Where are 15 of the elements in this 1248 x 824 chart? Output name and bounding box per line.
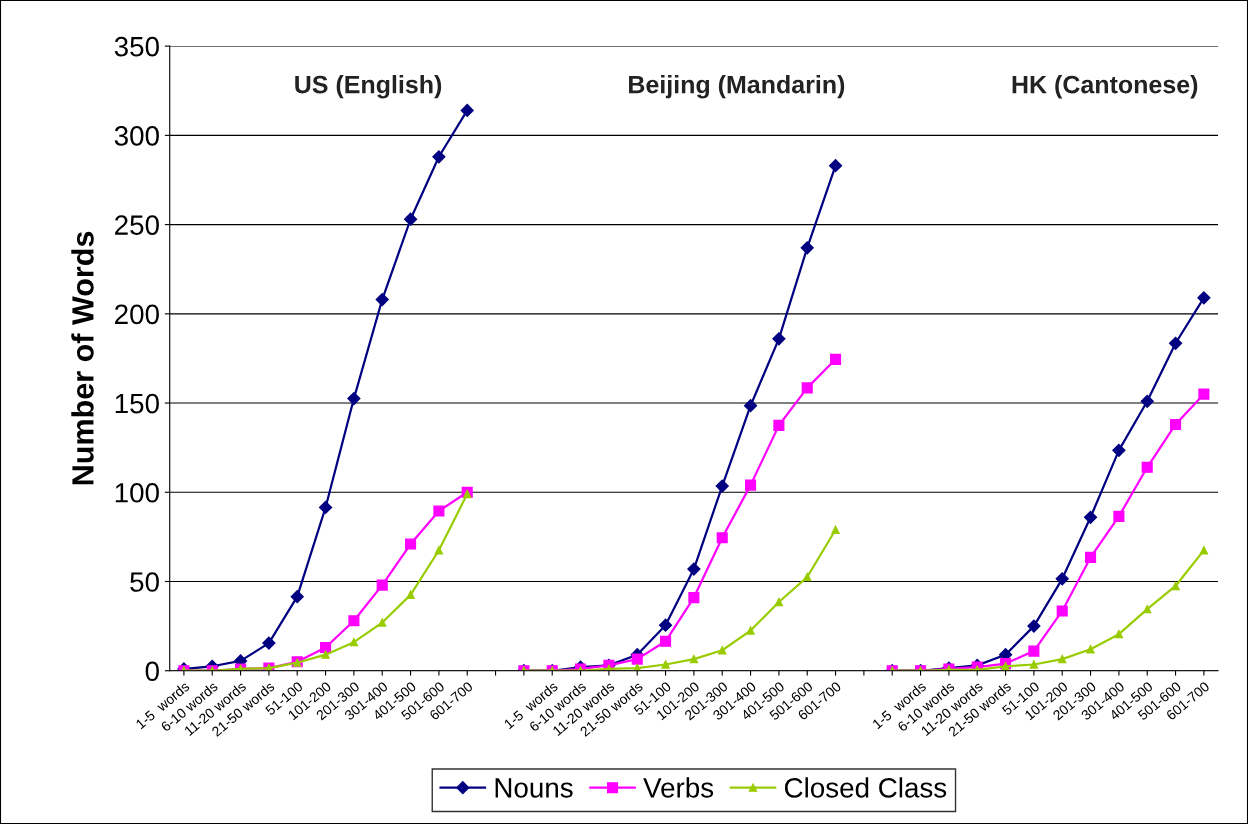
legend-label: Closed Class <box>784 777 947 798</box>
y-tick-label: 50 <box>130 572 159 592</box>
y-tick-label: 350 <box>114 36 159 57</box>
annotation: US (English) <box>295 75 442 99</box>
y-tick-label: 0 <box>145 661 159 682</box>
y-tick-label: 150 <box>115 393 159 414</box>
y-tick-label: 250 <box>115 215 159 235</box>
annotation: HK (Cantonese) <box>1012 75 1198 99</box>
y-tick-label: 200 <box>115 304 159 325</box>
legend-label: Nouns <box>495 778 573 798</box>
annotation: Beijing (Mandarin) <box>629 75 845 99</box>
y-tick-label: 100 <box>115 482 159 503</box>
legend-label: Verbs <box>643 777 714 798</box>
y-axis-title: Number of Words <box>71 231 94 485</box>
y-tick-label: 300 <box>114 126 159 146</box>
